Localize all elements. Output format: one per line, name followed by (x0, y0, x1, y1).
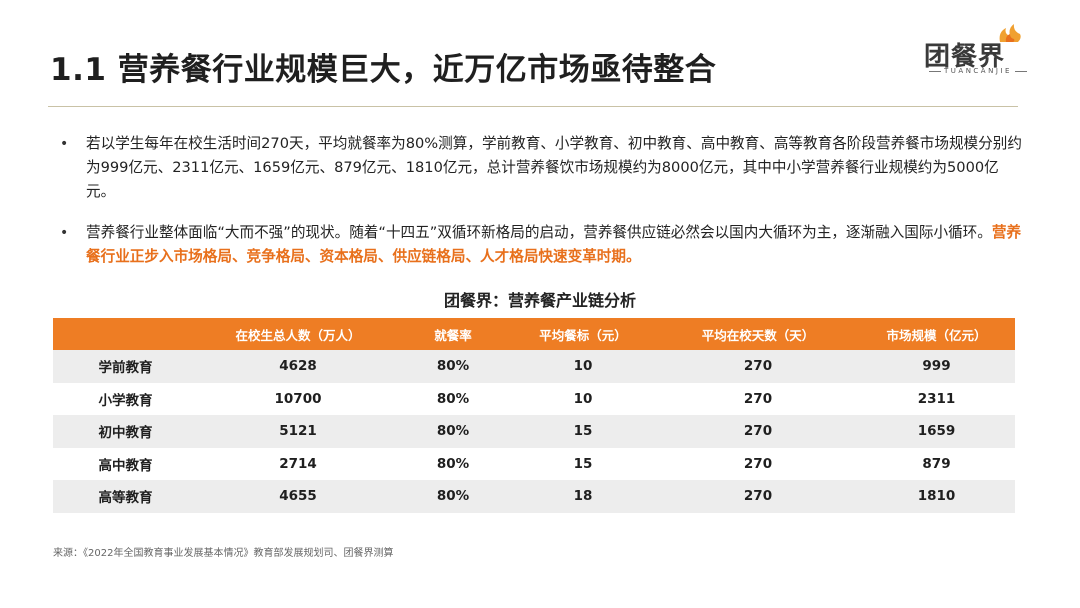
row-label: 高等教育 (53, 480, 198, 513)
source-note: 来源：《2022年全国教育事业发展基本情况》教育部发展规划司、团餐界测算 (53, 548, 394, 559)
table-cell: 270 (658, 447, 858, 480)
table-cell: 1659 (858, 415, 1015, 448)
market-size-table: 在校生总人数（万人） 就餐率 平均餐标（元） 平均在校天数（天） 市场规模（亿元… (53, 318, 1015, 513)
table-cell: 999 (858, 350, 1015, 383)
table-cell: 10 (508, 350, 658, 383)
table-cell: 5121 (198, 415, 398, 448)
row-label: 初中教育 (53, 415, 198, 448)
table-row: 初中教育 5121 80% 15 270 1659 (53, 415, 1015, 448)
header-cell (53, 318, 198, 350)
table-cell: 270 (658, 350, 858, 383)
table-cell: 15 (508, 447, 658, 480)
table-cell: 270 (658, 382, 858, 415)
header-cell: 平均在校天数（天） (658, 318, 858, 350)
header-cell: 市场规模（亿元） (858, 318, 1015, 350)
table-cell: 4628 (198, 350, 398, 383)
brand-logo: 团餐界 TUANCANJIE (920, 24, 1030, 78)
bullet-text: 若以学生每年在校生活时间270天，平均就餐率为80%测算，学前教育、小学教育、初… (86, 135, 1022, 200)
table-row: 高等教育 4655 80% 18 270 1810 (53, 480, 1015, 513)
table-row: 小学教育 10700 80% 10 270 2311 (53, 382, 1015, 415)
table-title: 团餐界：营养餐产业链分析 (443, 291, 636, 310)
table-row: 高中教育 2714 80% 15 270 879 (53, 447, 1015, 480)
table-row: 学前教育 4628 80% 10 270 999 (53, 350, 1015, 383)
table-cell: 879 (858, 447, 1015, 480)
table-cell: 270 (658, 480, 858, 513)
header-cell: 在校生总人数（万人） (198, 318, 398, 350)
bullet-list: 若以学生每年在校生活时间270天，平均就餐率为80%测算，学前教育、小学教育、初… (60, 132, 1025, 286)
bullet-highlight: 营养餐行业正步入市场格局、竞争格局、资本格局、供应链格局、人才格局快速变革时期。 (86, 224, 1022, 265)
table-cell: 15 (508, 415, 658, 448)
bullet-item: 若以学生每年在校生活时间270天，平均就餐率为80%测算，学前教育、小学教育、初… (60, 132, 1025, 204)
table-cell: 80% (398, 415, 508, 448)
table-header-row: 在校生总人数（万人） 就餐率 平均餐标（元） 平均在校天数（天） 市场规模（亿元… (53, 318, 1015, 350)
logo-subtitle: TUANCANJIE (926, 67, 1030, 75)
table-cell: 80% (398, 447, 508, 480)
table-cell: 1810 (858, 480, 1015, 513)
slide-title: 1.1 营养餐行业规模巨大，近万亿市场亟待整合 (50, 52, 717, 88)
table-cell: 80% (398, 382, 508, 415)
table-cell: 80% (398, 350, 508, 383)
table-cell: 80% (398, 480, 508, 513)
bullet-item: 营养餐行业整体面临“大而不强”的现状。随着“十四五”双循环新格局的启动，营养餐供… (60, 221, 1025, 269)
table-cell: 2311 (858, 382, 1015, 415)
row-label: 高中教育 (53, 447, 198, 480)
row-label: 学前教育 (53, 350, 198, 383)
table-cell: 18 (508, 480, 658, 513)
table-cell: 4655 (198, 480, 398, 513)
title-divider (48, 106, 1018, 107)
flame-icon (999, 24, 1021, 42)
bullet-text: 营养餐行业整体面临“大而不强”的现状。随着“十四五”双循环新格局的启动，营养餐供… (86, 224, 992, 241)
table-cell: 10 (508, 382, 658, 415)
table-cell: 270 (658, 415, 858, 448)
row-label: 小学教育 (53, 382, 198, 415)
table-cell: 2714 (198, 447, 398, 480)
header-cell: 就餐率 (398, 318, 508, 350)
header-cell: 平均餐标（元） (508, 318, 658, 350)
table-cell: 10700 (198, 382, 398, 415)
